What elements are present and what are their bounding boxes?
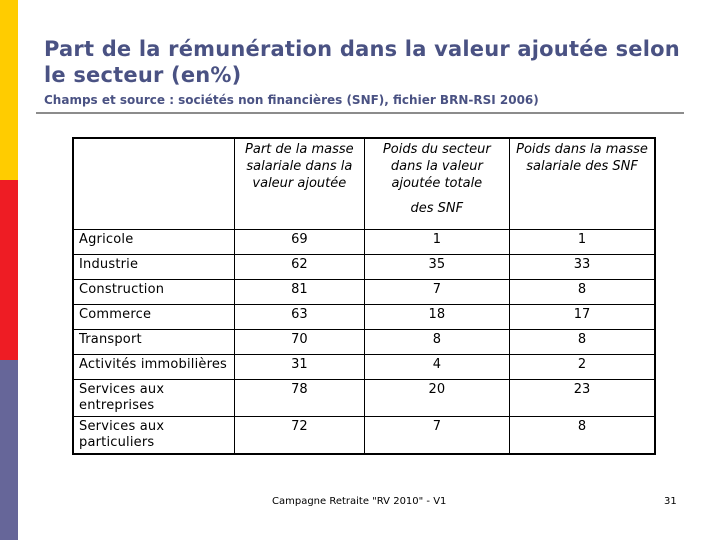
row-sector-label: Agricole bbox=[72, 229, 236, 255]
table-row: Transport 70 8 8 bbox=[72, 329, 656, 355]
slide-title: Part de la rémunération dans la valeur a… bbox=[44, 37, 680, 87]
header-sector bbox=[72, 137, 236, 230]
table-header-row: Part de la masse salariale dans la valeu… bbox=[72, 137, 656, 230]
header-poids-secteur-note: des SNF bbox=[410, 201, 464, 216]
sector-table: Part de la masse salariale dans la valeu… bbox=[72, 137, 656, 455]
page-number: 31 bbox=[664, 496, 677, 507]
table-row: Commerce 63 18 17 bbox=[72, 304, 656, 330]
row-sector-label: Industrie bbox=[72, 254, 236, 280]
row-poids-ms-value: 2 bbox=[509, 354, 656, 380]
row-part-value: 62 bbox=[234, 254, 365, 280]
row-part-value: 72 bbox=[234, 416, 365, 455]
row-poids-va-value: 7 bbox=[363, 279, 511, 305]
row-poids-ms-value: 33 bbox=[509, 254, 656, 280]
row-sector-label: Construction bbox=[72, 279, 236, 305]
row-part-value: 81 bbox=[234, 279, 365, 305]
table-row: Services aux entreprises 78 20 23 bbox=[72, 379, 656, 417]
row-poids-va-value: 8 bbox=[363, 329, 511, 355]
table-row: Agricole 69 1 1 bbox=[72, 229, 656, 255]
row-sector-label: Services aux particuliers bbox=[72, 416, 236, 455]
table-row: Activités immobilières 31 4 2 bbox=[72, 354, 656, 380]
accent-stripe-yellow bbox=[0, 0, 18, 180]
row-poids-ms-value: 8 bbox=[509, 279, 656, 305]
header-poids-masse-salariale: Poids dans la masse salariale des SNF bbox=[509, 137, 656, 230]
row-poids-ms-value: 8 bbox=[509, 329, 656, 355]
row-part-value: 70 bbox=[234, 329, 365, 355]
row-poids-ms-value: 8 bbox=[509, 416, 656, 455]
header-part-masse-salariale: Part de la masse salariale dans la valeu… bbox=[234, 137, 365, 230]
row-poids-va-value: 7 bbox=[363, 416, 511, 455]
row-poids-va-value: 20 bbox=[363, 379, 511, 417]
row-part-value: 63 bbox=[234, 304, 365, 330]
row-sector-label: Transport bbox=[72, 329, 236, 355]
row-poids-ms-value: 23 bbox=[509, 379, 656, 417]
row-sector-label: Commerce bbox=[72, 304, 236, 330]
row-sector-label: Services aux entreprises bbox=[72, 379, 236, 417]
footer-text: Campagne Retraite "RV 2010" - V1 bbox=[272, 496, 447, 507]
row-poids-ms-value: 17 bbox=[509, 304, 656, 330]
accent-stripe-red bbox=[0, 180, 18, 360]
slide-subtitle: Champs et source : sociétés non financiè… bbox=[44, 93, 539, 107]
row-poids-va-value: 35 bbox=[363, 254, 511, 280]
row-part-value: 78 bbox=[234, 379, 365, 417]
header-poids-secteur: Poids du secteur dans la valeur ajoutée … bbox=[363, 137, 511, 230]
title-divider bbox=[36, 112, 684, 114]
header-poids-secteur-text: Poids du secteur dans la valeur ajoutée … bbox=[382, 142, 491, 191]
row-poids-ms-value: 1 bbox=[509, 229, 656, 255]
row-poids-va-value: 1 bbox=[363, 229, 511, 255]
table-row: Construction 81 7 8 bbox=[72, 279, 656, 305]
table-row: Industrie 62 35 33 bbox=[72, 254, 656, 280]
row-part-value: 69 bbox=[234, 229, 365, 255]
accent-stripe-purple bbox=[0, 360, 18, 540]
row-part-value: 31 bbox=[234, 354, 365, 380]
table-row: Services aux particuliers 72 7 8 bbox=[72, 416, 656, 455]
row-sector-label: Activités immobilières bbox=[72, 354, 236, 380]
row-poids-va-value: 4 bbox=[363, 354, 511, 380]
row-poids-va-value: 18 bbox=[363, 304, 511, 330]
